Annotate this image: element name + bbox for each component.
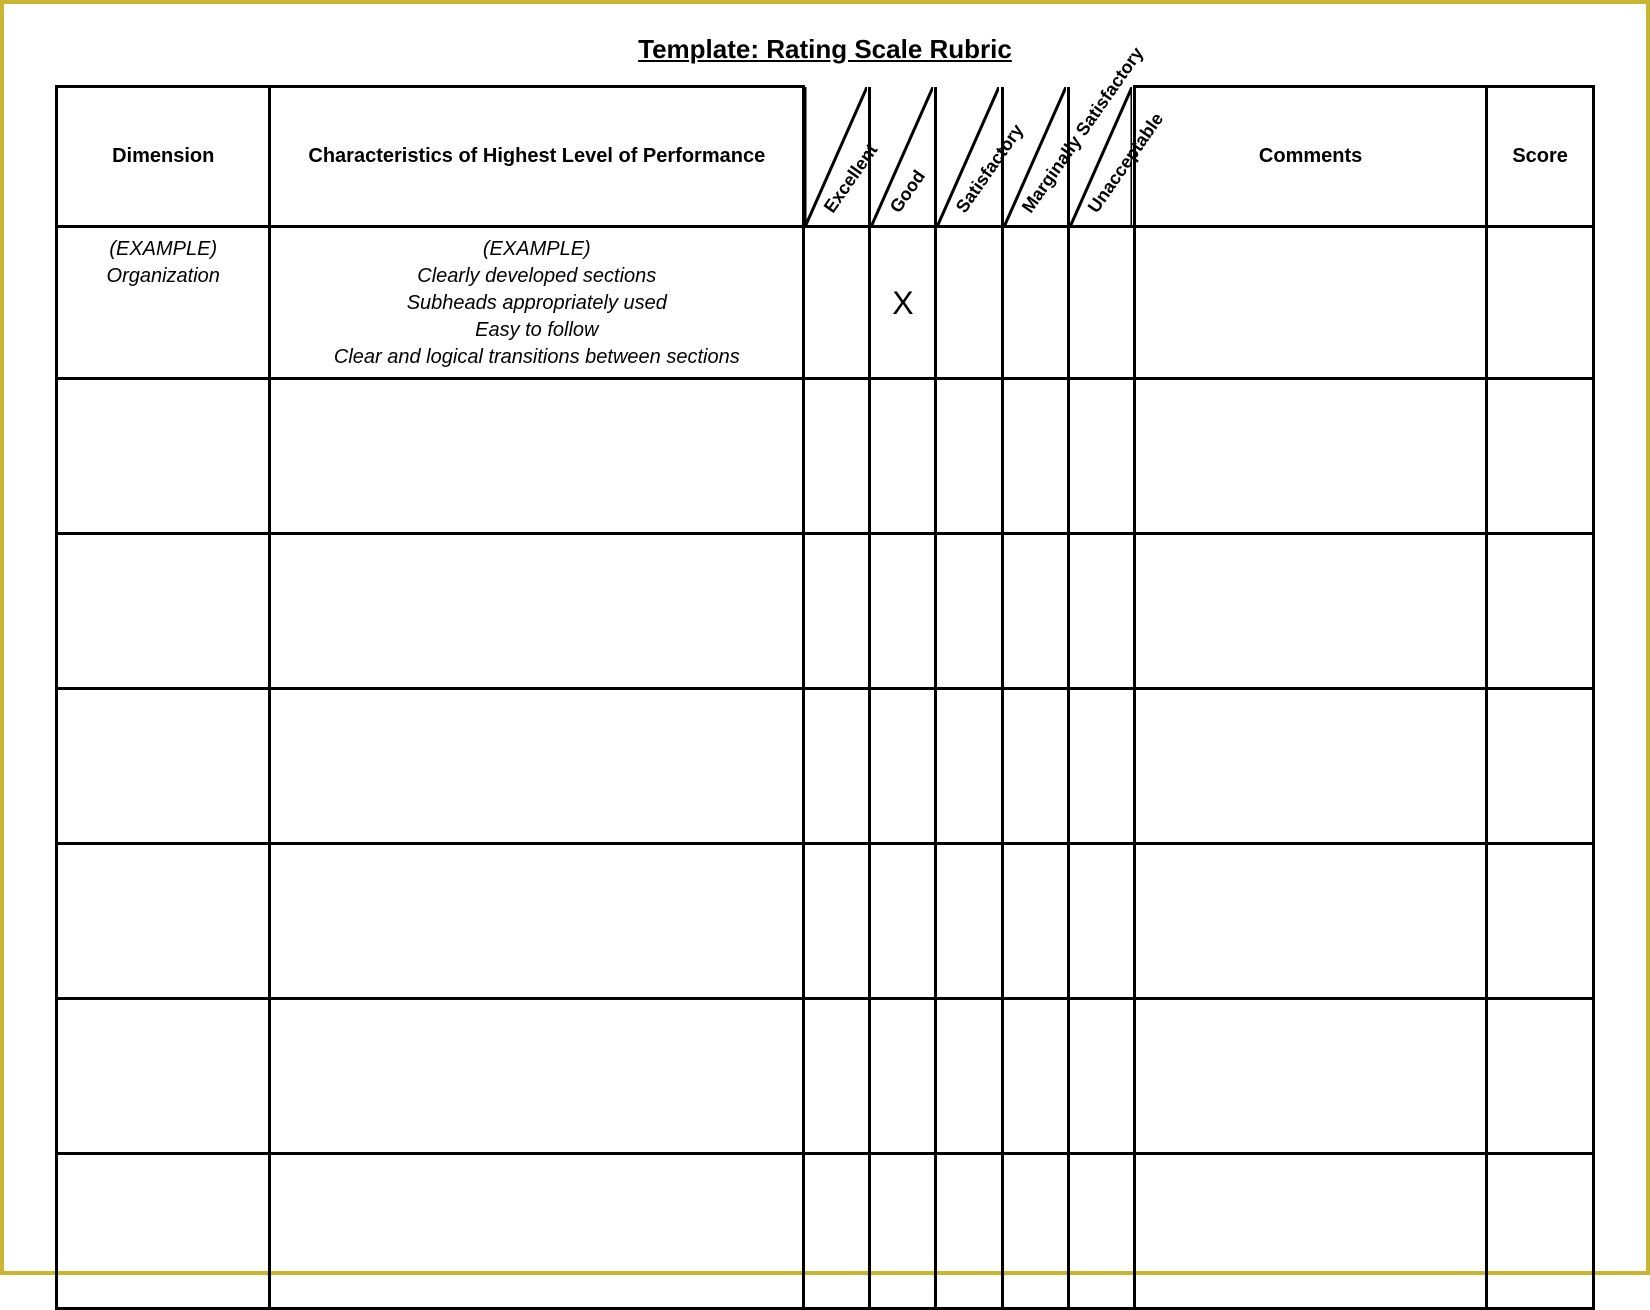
rating-cell-marginal[interactable]: [1002, 999, 1068, 1154]
dimension-cell[interactable]: [57, 844, 270, 999]
rating-cell-satisfactory[interactable]: [936, 844, 1002, 999]
char-line: Easy to follow: [279, 317, 794, 344]
rating-cell-excellent[interactable]: [804, 534, 870, 689]
dimension-cell[interactable]: [57, 534, 270, 689]
char-line: Subheads appropriately used: [279, 290, 794, 317]
rating-cell-excellent[interactable]: [804, 227, 870, 379]
page-title: Template: Rating Scale Rubric: [54, 34, 1596, 65]
blank-row: [57, 534, 1594, 689]
example-row: (EXAMPLE) Organization (EXAMPLE) Clearly…: [57, 227, 1594, 379]
comments-cell[interactable]: [1135, 534, 1487, 689]
comments-cell[interactable]: [1135, 1154, 1487, 1309]
header-score: Score: [1487, 87, 1594, 227]
header-rating-marginal: Marginally Satisfactory: [1002, 87, 1068, 227]
page-frame: Template: Rating Scale Rubric Dimension …: [0, 0, 1650, 1275]
score-cell[interactable]: [1487, 1154, 1594, 1309]
header-characteristics: Characteristics of Highest Level of Perf…: [270, 87, 804, 227]
characteristics-cell[interactable]: [270, 379, 804, 534]
rating-cell-marginal[interactable]: [1002, 379, 1068, 534]
rating-cell-good[interactable]: [870, 534, 936, 689]
rating-cell-excellent[interactable]: [804, 379, 870, 534]
header-rating-unacceptable: Unacceptable: [1068, 87, 1134, 227]
char-line: Clearly developed sections: [279, 263, 794, 290]
rating-label: Good: [886, 166, 930, 217]
characteristics-cell[interactable]: [270, 844, 804, 999]
header-comments: Comments: [1135, 87, 1487, 227]
rating-cell-marginal[interactable]: [1002, 689, 1068, 844]
rating-cell-satisfactory[interactable]: [936, 999, 1002, 1154]
header-dimension: Dimension: [57, 87, 270, 227]
blank-row: [57, 689, 1594, 844]
blank-row: [57, 844, 1594, 999]
score-cell[interactable]: [1487, 844, 1594, 999]
score-cell[interactable]: [1487, 534, 1594, 689]
example-char-label: (EXAMPLE): [483, 238, 591, 260]
rating-cell-excellent[interactable]: [804, 689, 870, 844]
score-cell[interactable]: [1487, 689, 1594, 844]
characteristics-cell[interactable]: [270, 534, 804, 689]
header-rating-satisfactory: Satisfactory: [936, 87, 1002, 227]
rating-cell-marginal[interactable]: [1002, 844, 1068, 999]
comments-cell[interactable]: [1135, 844, 1487, 999]
score-cell[interactable]: [1487, 999, 1594, 1154]
example-dimension-label: (EXAMPLE): [109, 238, 217, 260]
header-row: Dimension Characteristics of Highest Lev…: [57, 87, 1594, 227]
rating-cell-good[interactable]: [870, 999, 936, 1154]
comments-cell[interactable]: [1135, 227, 1487, 379]
rubric-table: Dimension Characteristics of Highest Lev…: [55, 85, 1595, 1310]
char-line: Clear and logical transitions between se…: [279, 344, 794, 371]
rating-cell-unacceptable[interactable]: [1068, 534, 1134, 689]
rating-cell-good[interactable]: [870, 379, 936, 534]
rating-cell-unacceptable[interactable]: [1068, 1154, 1134, 1309]
rubric-container: Dimension Characteristics of Highest Lev…: [55, 85, 1595, 1310]
rating-cell-unacceptable[interactable]: [1068, 999, 1134, 1154]
example-characteristics-cell: (EXAMPLE) Clearly developed sections Sub…: [270, 227, 804, 379]
dimension-cell[interactable]: [57, 689, 270, 844]
dimension-cell[interactable]: [57, 1154, 270, 1309]
comments-cell[interactable]: [1135, 689, 1487, 844]
rating-cell-unacceptable[interactable]: [1068, 379, 1134, 534]
example-char-lines: Clearly developed sections Subheads appr…: [279, 263, 794, 371]
header-rating-excellent: Excellent: [804, 87, 870, 227]
blank-row: [57, 379, 1594, 534]
rating-cell-excellent[interactable]: [804, 844, 870, 999]
blank-row: [57, 1154, 1594, 1309]
rating-cell-good[interactable]: X: [870, 227, 936, 379]
score-cell[interactable]: [1487, 379, 1594, 534]
header-rating-good: Good: [870, 87, 936, 227]
rating-cell-satisfactory[interactable]: [936, 1154, 1002, 1309]
rating-cell-excellent[interactable]: [804, 1154, 870, 1309]
rating-cell-satisfactory[interactable]: [936, 534, 1002, 689]
score-cell[interactable]: [1487, 227, 1594, 379]
rating-cell-marginal[interactable]: [1002, 227, 1068, 379]
rubric-body: (EXAMPLE) Organization (EXAMPLE) Clearly…: [57, 227, 1594, 1309]
rating-cell-good[interactable]: [870, 689, 936, 844]
rating-cell-satisfactory[interactable]: [936, 379, 1002, 534]
characteristics-cell[interactable]: [270, 689, 804, 844]
characteristics-cell[interactable]: [270, 999, 804, 1154]
rating-cell-satisfactory[interactable]: [936, 689, 1002, 844]
rating-cell-excellent[interactable]: [804, 999, 870, 1154]
blank-row: [57, 999, 1594, 1154]
dimension-cell[interactable]: [57, 999, 270, 1154]
comments-cell[interactable]: [1135, 379, 1487, 534]
rating-cell-marginal[interactable]: [1002, 534, 1068, 689]
rating-cell-unacceptable[interactable]: [1068, 844, 1134, 999]
rating-cell-good[interactable]: [870, 844, 936, 999]
rating-cell-satisfactory[interactable]: [936, 227, 1002, 379]
rating-cell-good[interactable]: [870, 1154, 936, 1309]
rating-cell-unacceptable[interactable]: [1068, 227, 1134, 379]
example-dimension-value: Organization: [107, 265, 220, 287]
characteristics-cell[interactable]: [270, 1154, 804, 1309]
rating-cell-marginal[interactable]: [1002, 1154, 1068, 1309]
example-dimension-cell: (EXAMPLE) Organization: [57, 227, 270, 379]
rating-cell-unacceptable[interactable]: [1068, 689, 1134, 844]
comments-cell[interactable]: [1135, 999, 1487, 1154]
dimension-cell[interactable]: [57, 379, 270, 534]
